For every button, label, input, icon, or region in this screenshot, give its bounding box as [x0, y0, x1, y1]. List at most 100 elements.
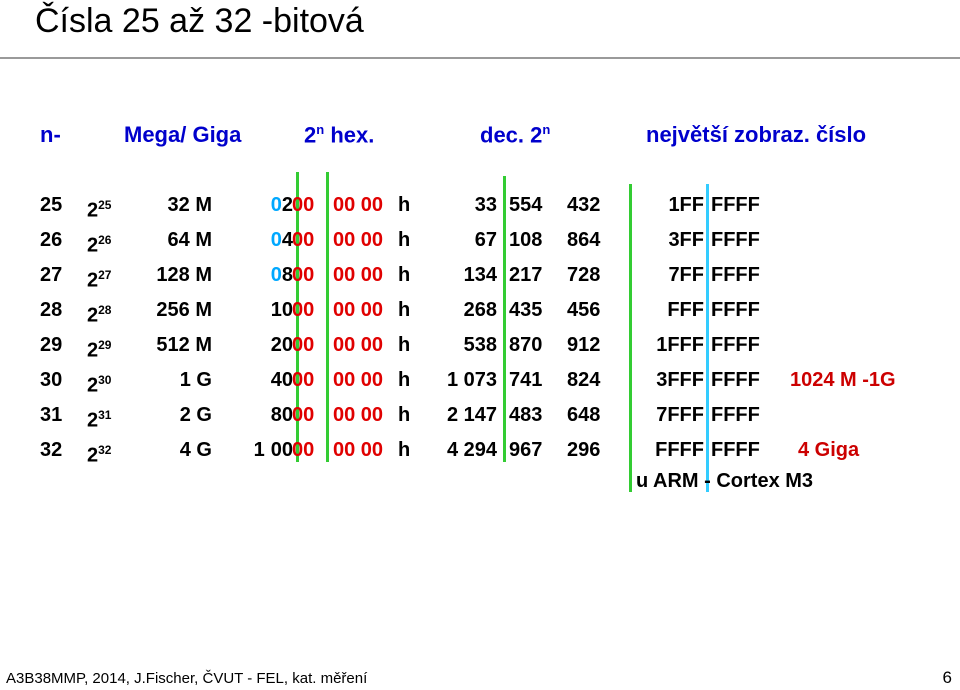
- row-hex-high: 08: [271, 263, 293, 287]
- row-dec-low: 824: [567, 369, 601, 391]
- page-number: 6: [942, 668, 952, 687]
- row-dec-mid: 741: [509, 369, 543, 391]
- row-hex-suffix: h: [398, 439, 411, 461]
- row-hex-red-byte: 00: [292, 299, 315, 321]
- row-hex-high: 02: [271, 193, 293, 217]
- green-rule-max: [629, 184, 632, 492]
- row-mega-giga: 512 M: [156, 334, 212, 356]
- row-hex-red-byte: 00: [292, 439, 315, 461]
- row-dec-low: 648: [567, 404, 601, 426]
- power-base: 2: [87, 269, 99, 292]
- row-hex-red-bytes: 00 00: [333, 299, 384, 321]
- row-hex-red-bytes: 00 00: [333, 194, 384, 216]
- row-max-high: 7FFF: [656, 404, 704, 426]
- row-mega-giga: 2 G: [179, 404, 212, 426]
- row-max-high: FFFF: [655, 439, 704, 461]
- green-rule-hex: [296, 172, 299, 462]
- power-exponent: 26: [98, 233, 112, 247]
- power-exponent: 29: [98, 338, 112, 352]
- power-base: 2: [87, 304, 99, 327]
- hex-digit: 1: [253, 439, 265, 461]
- row-dec-low: 432: [567, 194, 601, 216]
- row-mega-giga: 128 M: [156, 264, 212, 286]
- row-hex-red-byte: 00: [292, 404, 315, 426]
- power-base: 2: [87, 444, 99, 467]
- row-hex-high: 04: [271, 228, 293, 252]
- row-dec-high: 67: [474, 229, 497, 251]
- title-divider: [0, 57, 960, 59]
- row-mega-giga: 1 G: [179, 369, 212, 391]
- row-power: 232: [87, 438, 111, 468]
- row-max-low: FFFF: [711, 299, 760, 321]
- row-max-low: FFFF: [711, 264, 760, 286]
- page-title: Čísla 25 až 32 -bitová: [35, 2, 364, 40]
- row-power: 226: [87, 228, 111, 258]
- row-max-high: FFF: [667, 299, 704, 321]
- row-hex-red-byte: 00: [292, 334, 315, 356]
- row-n: 25: [40, 194, 63, 216]
- row-dec-high: 134: [463, 264, 497, 286]
- row-hex-suffix: h: [398, 264, 411, 286]
- row-mega-giga: 64 M: [167, 229, 212, 251]
- row-dec-mid: 217: [509, 264, 543, 286]
- row-n: 26: [40, 229, 63, 251]
- row-n: 30: [40, 369, 63, 391]
- hex-digit: 80: [270, 404, 293, 426]
- row-max-low: FFFF: [711, 439, 760, 461]
- hex-digit: 0: [270, 194, 282, 216]
- row-dec-mid: 435: [509, 299, 543, 321]
- power-base: 2: [87, 409, 99, 432]
- row-hex-high: 40: [271, 368, 293, 392]
- power-exponent: 27: [98, 268, 112, 282]
- row-max-low: FFFF: [711, 334, 760, 356]
- row-hex-suffix: h: [398, 299, 411, 321]
- hex-digit: 4: [281, 229, 293, 251]
- row-n: 28: [40, 299, 63, 321]
- row-mega-giga: 4 G: [179, 439, 212, 461]
- row-dec-mid: 967: [509, 439, 543, 461]
- row-max-high: 1FF: [668, 194, 704, 216]
- power-base: 2: [87, 199, 99, 222]
- row-dec-high: 1 073: [446, 369, 497, 391]
- row-dec-high: 538: [463, 334, 497, 356]
- row-dec-high: 268: [463, 299, 497, 321]
- row-hex-red-byte: 00: [292, 229, 315, 251]
- row-dec-mid: 108: [509, 229, 543, 251]
- row-hex-red-bytes: 00 00: [333, 404, 384, 426]
- row-hex-suffix: h: [398, 194, 411, 216]
- row-n: 27: [40, 264, 63, 286]
- row-max-low: FFFF: [711, 194, 760, 216]
- power-exponent: 32: [98, 443, 112, 457]
- header-hex: 2n hex.: [304, 122, 375, 148]
- row-hex-red-bytes: 00 00: [333, 369, 384, 391]
- row-dec-low: 296: [567, 439, 601, 461]
- hex-digit: 10: [270, 299, 293, 321]
- green-rule-hex-2: [326, 172, 329, 462]
- row-power: 230: [87, 368, 111, 398]
- row-n: 32: [40, 439, 63, 461]
- row-max-high: 3FF: [668, 229, 704, 251]
- row-hex-high: 80: [271, 403, 293, 427]
- row-hex-high: 20: [271, 333, 293, 357]
- row-note: 4 Giga: [798, 439, 860, 461]
- power-base: 2: [87, 374, 99, 397]
- row-dec-mid: 554: [509, 194, 543, 216]
- hex-digit: 0: [270, 264, 282, 286]
- row-hex-red-bytes: 00 00: [333, 334, 384, 356]
- power-exponent: 28: [98, 303, 112, 317]
- row-note: 1024 M -1G: [790, 369, 896, 391]
- power-exponent: 30: [98, 373, 112, 387]
- row-dec-high: 4 294: [446, 439, 497, 461]
- footer: A3B38MMP, 2014, J.Fischer, ČVUT - FEL, k…: [6, 670, 368, 687]
- power-exponent: 31: [98, 408, 112, 422]
- row-power: 228: [87, 298, 111, 328]
- row-max-low: FFFF: [711, 369, 760, 391]
- hex-digit: 2: [281, 194, 293, 216]
- row-dec-low: 456: [567, 299, 601, 321]
- row-hex-red-byte: 00: [292, 194, 315, 216]
- row-hex-red-bytes: 00 00: [333, 229, 384, 251]
- header-n: n-: [40, 122, 61, 147]
- row-dec-low: 864: [567, 229, 601, 251]
- power-base: 2: [87, 339, 99, 362]
- row-dec-low: 728: [567, 264, 601, 286]
